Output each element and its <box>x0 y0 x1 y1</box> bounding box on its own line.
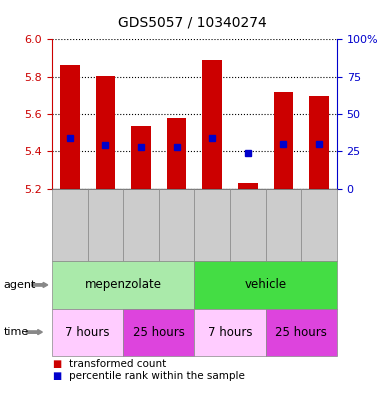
Bar <box>60 64 80 189</box>
Bar <box>95 76 115 189</box>
Bar <box>309 95 329 189</box>
Text: percentile rank within the sample: percentile rank within the sample <box>69 371 245 382</box>
Text: 7 hours: 7 hours <box>65 325 110 339</box>
Bar <box>238 184 258 189</box>
Text: GDS5057 / 10340274: GDS5057 / 10340274 <box>118 16 267 30</box>
Text: vehicle: vehicle <box>244 278 287 292</box>
Bar <box>203 60 222 189</box>
Text: 25 hours: 25 hours <box>133 325 185 339</box>
Text: time: time <box>4 327 29 337</box>
Bar <box>131 126 151 189</box>
Text: agent: agent <box>4 280 36 290</box>
Text: ■: ■ <box>52 371 61 382</box>
Text: transformed count: transformed count <box>69 358 167 369</box>
Text: 25 hours: 25 hours <box>275 325 327 339</box>
Text: mepenzolate: mepenzolate <box>85 278 162 292</box>
Text: 7 hours: 7 hours <box>208 325 252 339</box>
Bar <box>274 92 293 189</box>
Text: ■: ■ <box>52 358 61 369</box>
Bar <box>167 118 186 189</box>
